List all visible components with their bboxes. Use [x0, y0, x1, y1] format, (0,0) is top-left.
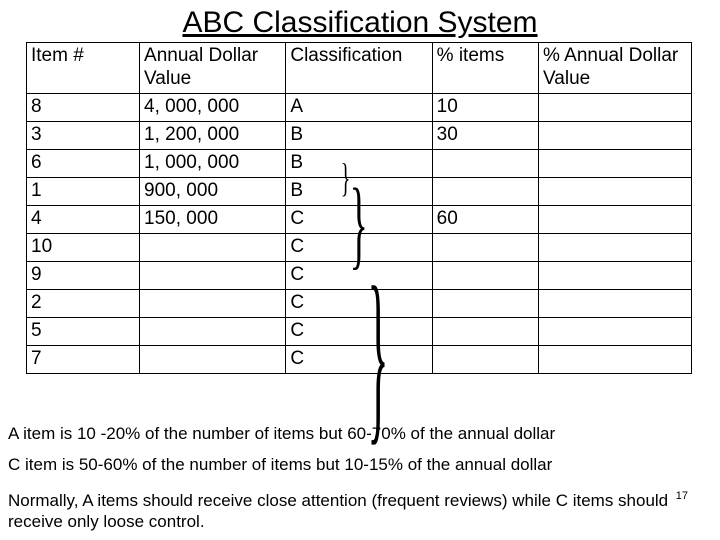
cell-adv — [140, 233, 286, 261]
cell-pctitems — [432, 177, 538, 205]
col-pctitems: % items — [432, 43, 538, 94]
cell-pctitems — [432, 233, 538, 261]
cell-item: 4 — [27, 205, 140, 233]
cell-item: 6 — [27, 149, 140, 177]
cell-pctadv — [539, 177, 692, 205]
cell-item: 5 — [27, 317, 140, 345]
cell-pctitems: 60 — [432, 205, 538, 233]
cell-adv: 900, 000 — [140, 177, 286, 205]
table-row: 10 C — [27, 233, 692, 261]
cell-adv: 4, 000, 000 — [140, 93, 286, 121]
caption-c-item: C item is 50-60% of the number of items … — [8, 455, 718, 475]
cell-pctitems — [432, 289, 538, 317]
cell-adv — [140, 261, 286, 289]
table-row: 8 4, 000, 000 A 10 — [27, 93, 692, 121]
cell-item: 7 — [27, 345, 140, 373]
cell-item: 9 — [27, 261, 140, 289]
cell-class: C — [286, 261, 432, 289]
cell-item: 2 — [27, 289, 140, 317]
cell-pctitems — [432, 261, 538, 289]
table-row: 4 150, 000 C 60 — [27, 205, 692, 233]
col-class: Classification — [286, 43, 432, 94]
cell-class: B — [286, 177, 432, 205]
table-row: 9 C — [27, 261, 692, 289]
cell-pctadv — [539, 345, 692, 373]
cell-class: C — [286, 345, 432, 373]
table-header-row: Item # Annual Dollar Value Classificatio… — [27, 43, 692, 94]
cell-class: A — [286, 93, 432, 121]
table-row: 2 C — [27, 289, 692, 317]
cell-pctadv — [539, 93, 692, 121]
col-pctadv: % Annual Dollar Value — [539, 43, 692, 94]
page-number: 17 — [676, 490, 688, 502]
cell-pctadv — [539, 261, 692, 289]
cell-pctadv — [539, 121, 692, 149]
table-row: 6 1, 000, 000 B — [27, 149, 692, 177]
table-row: 7 C — [27, 345, 692, 373]
col-adv: Annual Dollar Value — [140, 43, 286, 94]
cell-class: C — [286, 289, 432, 317]
cell-class: C — [286, 317, 432, 345]
cell-pctadv — [539, 233, 692, 261]
cell-item: 1 — [27, 177, 140, 205]
caption-a-item: A item is 10 -20% of the number of items… — [8, 424, 718, 444]
classification-table: Item # Annual Dollar Value Classificatio… — [26, 42, 692, 374]
cell-pctitems — [432, 149, 538, 177]
cell-adv — [140, 289, 286, 317]
cell-class: C — [286, 205, 432, 233]
cell-pctadv — [539, 149, 692, 177]
cell-item: 3 — [27, 121, 140, 149]
cell-class: B — [286, 149, 432, 177]
table-row: 5 C — [27, 317, 692, 345]
cell-item: 8 — [27, 93, 140, 121]
cell-class: B — [286, 121, 432, 149]
cell-adv: 1, 000, 000 — [140, 149, 286, 177]
cell-pctitems: 30 — [432, 121, 538, 149]
cell-pctadv — [539, 205, 692, 233]
cell-pctitems: 10 — [432, 93, 538, 121]
classification-table-container: Item # Annual Dollar Value Classificatio… — [26, 42, 692, 374]
cell-class: C — [286, 233, 432, 261]
cell-adv — [140, 317, 286, 345]
cell-item: 10 — [27, 233, 140, 261]
cell-adv: 150, 000 — [140, 205, 286, 233]
cell-pctitems — [432, 317, 538, 345]
col-item: Item # — [27, 43, 140, 94]
cell-pctitems — [432, 345, 538, 373]
cell-pctadv — [539, 317, 692, 345]
table-row: 1 900, 000 B — [27, 177, 692, 205]
cell-adv: 1, 200, 000 — [140, 121, 286, 149]
cell-pctadv — [539, 289, 692, 317]
page-title: ABC Classification System — [0, 0, 720, 42]
table-row: 3 1, 200, 000 B 30 — [27, 121, 692, 149]
caption-note: Normally, A items should receive close a… — [8, 490, 718, 533]
cell-adv — [140, 345, 286, 373]
